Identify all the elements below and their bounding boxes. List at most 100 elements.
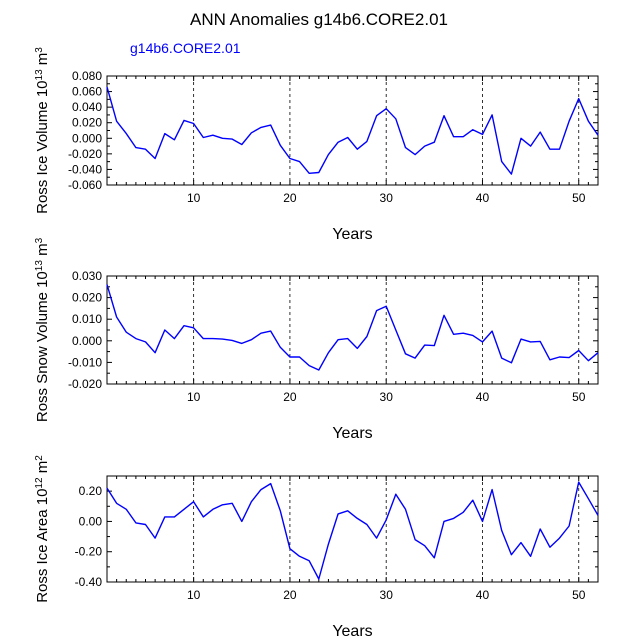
y-axis-label-exponent: 3 [34,237,45,243]
data-point [327,153,329,155]
data-point [144,523,146,525]
data-point [385,519,387,521]
data-point [568,356,570,358]
data-point [250,501,252,503]
data-point [346,337,348,339]
data-point [250,339,252,341]
y-tick-label: 0.060 [72,85,102,99]
y-tick-label: -0.20 [75,545,103,559]
y-tick-label: 0.00 [79,514,103,528]
x-tick-label: 10 [187,390,201,404]
y-tick-label: 0.080 [72,69,102,83]
x-axis-label: Years [332,623,372,638]
data-point [520,338,522,340]
data-point [385,305,387,307]
data-point [529,145,531,147]
data-point [298,356,300,358]
data-point [443,115,445,117]
data-point [462,136,464,138]
data-point [395,329,397,331]
data-point [269,124,271,126]
data-point [356,517,358,519]
x-tick-label: 20 [283,588,297,602]
data-point [231,502,233,504]
data-point [269,482,271,484]
chart-panel-ross-snow-volume: 10 20 30 40 50 -0.020 -0.010 0.000 0.010 0.020 0.0… [34,237,599,442]
data-point [192,122,194,124]
data-point [135,146,137,148]
data-point [144,341,146,343]
data-point [318,369,320,371]
data-point [308,364,310,366]
data-point [510,554,512,556]
x-tick-label: 10 [187,588,201,602]
x-tick-label: 50 [572,588,586,602]
data-point [202,337,204,339]
y-tick-label: -0.020 [68,147,102,161]
data-point [279,144,281,146]
y-tick-label: 0.020 [72,291,102,305]
data-point [173,337,175,339]
data-point [164,132,166,134]
series-label: g14b6.CORE2.01 [130,40,241,56]
data-point [433,344,435,346]
data-point [568,120,570,122]
data-point [472,499,474,501]
x-tick-label: 20 [283,191,297,205]
data-point [452,136,454,138]
data-point [115,502,117,504]
data-point [501,529,503,531]
data-point [597,351,599,353]
data-point [558,537,560,539]
data-point [578,349,580,351]
data-point [587,498,589,500]
data-point [135,337,137,339]
data-point [366,335,368,337]
data-point [241,520,243,522]
data-point [346,510,348,512]
data-point [221,338,223,340]
data-point [501,160,503,162]
data-point [279,346,281,348]
data-point [231,138,233,140]
data-point [327,543,329,545]
plot-frame [106,75,599,186]
page-title: ANN Anomalies g14b6.CORE2.01 [190,10,448,29]
y-tick-label: 0.030 [72,269,102,283]
y-tick-label: 0.040 [72,100,102,114]
data-point [472,129,474,131]
data-point [510,362,512,364]
data-point [481,520,483,522]
data-point [443,314,445,316]
x-tick-label: 50 [572,191,586,205]
data-point [491,330,493,332]
data-point [250,132,252,134]
data-point [183,119,185,121]
data-point [491,114,493,116]
data-point [472,334,474,336]
data-point [578,97,580,99]
series-line-ross-snow-volume [106,284,599,371]
data-point [115,120,117,122]
y-tick-label: -0.40 [75,575,103,589]
data-point [337,141,339,143]
y-axis-label: Ross Snow Volume 1013 m3 [34,237,52,422]
data-point [221,504,223,506]
data-point [212,337,214,339]
data-point [452,333,454,335]
data-point [212,134,214,136]
data-point [125,132,127,134]
y-tick-label: -0.010 [68,355,102,369]
data-point [192,327,194,329]
data-point [154,351,156,353]
data-point [183,324,185,326]
data-point [549,148,551,150]
data-point [433,557,435,559]
data-point [501,357,503,359]
data-point [597,134,599,136]
data-point [164,329,166,331]
y-tick-label: -0.040 [68,162,102,176]
data-point [154,157,156,159]
